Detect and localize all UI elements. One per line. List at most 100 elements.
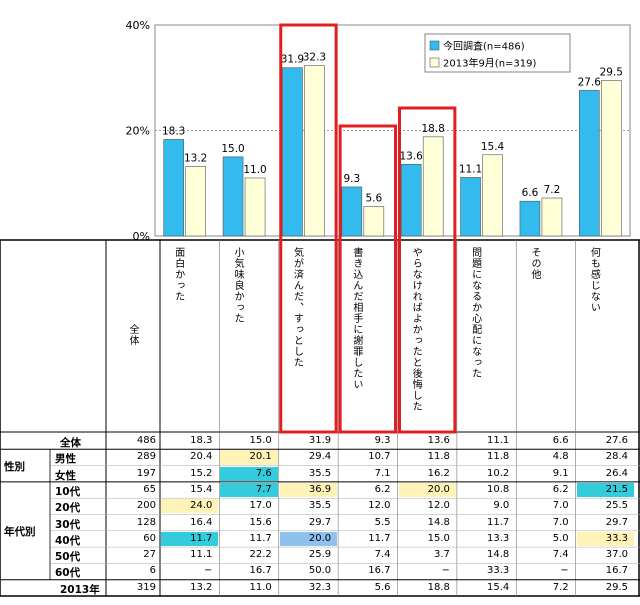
y-tick-label: 40% <box>126 19 150 32</box>
bar <box>579 90 600 237</box>
column-header: 問題になるか心配になった <box>469 247 481 379</box>
row-n: 128 <box>136 516 156 528</box>
data-label: 11.1 <box>459 163 482 175</box>
data-label: 9.3 <box>343 173 360 185</box>
table-cell: 12.0 <box>427 500 450 512</box>
table-cell: 13.6 <box>427 435 450 446</box>
data-label: 13.2 <box>184 152 207 164</box>
table-cell: 15.4 <box>190 483 213 495</box>
row-label: 全体 <box>60 437 81 449</box>
bar <box>222 156 244 237</box>
data-label: 31.9 <box>281 54 304 66</box>
table-cell: 36.9 <box>279 482 338 498</box>
table-cell: 11.7 <box>368 532 391 544</box>
column-header: やらなければよかったと後悔した <box>410 247 422 412</box>
bar <box>519 200 541 237</box>
table-cell: 13.3 <box>486 532 510 544</box>
table-cell: 6.2 <box>552 483 569 495</box>
row-n: 6 <box>149 565 156 577</box>
table-cell: 11.7 <box>249 532 272 544</box>
table-cell: 35.5 <box>308 500 332 512</box>
data-label: 7.2 <box>544 184 561 196</box>
bar <box>304 65 325 237</box>
data-label: 29.5 <box>600 66 623 78</box>
legend <box>424 33 571 73</box>
table-cell: 31.9 <box>308 435 332 446</box>
table-cell: 28.4 <box>605 451 628 463</box>
table-cell: 16.4 <box>190 516 213 528</box>
table-cell: 29.4 <box>308 451 332 463</box>
table-cell: 22.2 <box>249 549 272 561</box>
column-header: 何も感じない <box>588 247 600 313</box>
highlight-frame <box>279 23 338 434</box>
table-cell: 14.8 <box>427 516 450 528</box>
bar <box>244 177 266 237</box>
table-cell: 5.5 <box>374 516 391 528</box>
data-label: 11.0 <box>243 164 266 176</box>
table-cell: 7.0 <box>552 500 569 512</box>
table-cell: 17.0 <box>249 500 272 512</box>
table-cell: 10.8 <box>486 483 510 495</box>
table-cell: 50.0 <box>308 565 332 577</box>
bar <box>163 139 184 237</box>
row-n: 60 <box>143 532 156 544</box>
table-cell: − <box>441 565 450 577</box>
table-cell: 14.8 <box>486 549 510 561</box>
table-cell: 11.7 <box>486 516 510 528</box>
row-label: 10代 <box>55 485 81 498</box>
row-label: 女性 <box>55 469 76 482</box>
table-cell: 27.6 <box>605 435 628 446</box>
table-cell: 5.0 <box>552 532 569 544</box>
column-header: 書き込んだ相手に謝罪したい <box>350 247 362 390</box>
table-cell: 20.0 <box>398 482 456 498</box>
table-cell: 7.0 <box>552 516 569 528</box>
table-cell: 33.3 <box>576 531 634 547</box>
table-cell: 37.0 <box>605 549 628 561</box>
bar <box>541 197 563 237</box>
table-cell: 16.7 <box>249 565 272 577</box>
data-label: 27.6 <box>578 76 602 88</box>
column-header: 小気味良かった <box>232 247 244 324</box>
table-cell: 13.2 <box>190 581 213 593</box>
table-cell: 11.0 <box>249 581 272 593</box>
table-cell: 35.5 <box>308 467 332 479</box>
legend-swatch <box>429 57 440 68</box>
table-cell: 15.6 <box>249 516 272 528</box>
table-cell: 33.3 <box>486 565 510 577</box>
data-label: 5.6 <box>365 192 382 204</box>
row-n: 289 <box>136 451 156 463</box>
row-label: 60代 <box>55 567 81 580</box>
table-cell: − <box>203 565 213 577</box>
legend-label: 2013年9月(n=319) <box>443 57 537 70</box>
group-label: 性別 <box>4 460 25 473</box>
table-cell: 29.5 <box>605 581 628 593</box>
table-cell: 15.2 <box>190 467 213 479</box>
row-n: 200 <box>136 500 156 512</box>
table-cell: 11.8 <box>486 451 510 463</box>
table-cell: 4.8 <box>552 451 569 463</box>
table-cell: 12.0 <box>368 500 391 512</box>
table-cell: 20.0 <box>279 531 338 547</box>
table-cell: 20.4 <box>190 451 213 463</box>
row-n: 27 <box>143 549 156 561</box>
legend-swatch <box>429 40 440 51</box>
table-cell: 7.4 <box>374 549 391 561</box>
bar <box>422 136 444 237</box>
table-cell: 20.1 <box>220 450 278 465</box>
table-cell: 11.1 <box>190 549 213 561</box>
table-cell: 18.8 <box>427 581 450 593</box>
table-cell: 11.7 <box>161 531 219 547</box>
column-header-total: 全体 <box>127 324 138 346</box>
row-label: 20代 <box>55 502 81 515</box>
table-cell: 15.0 <box>427 532 450 544</box>
data-label: 6.6 <box>522 187 539 199</box>
table-cell: 15.4 <box>486 581 510 593</box>
data-label: 18.3 <box>162 125 185 137</box>
table-cell: 5.6 <box>374 581 391 593</box>
y-tick-label: 20% <box>126 125 150 138</box>
table-cell: 10.7 <box>368 451 391 463</box>
legend-label: 今回調査(n=486) <box>443 40 525 53</box>
group-label: 年代別 <box>4 525 36 538</box>
table-cell: 7.2 <box>552 581 569 593</box>
